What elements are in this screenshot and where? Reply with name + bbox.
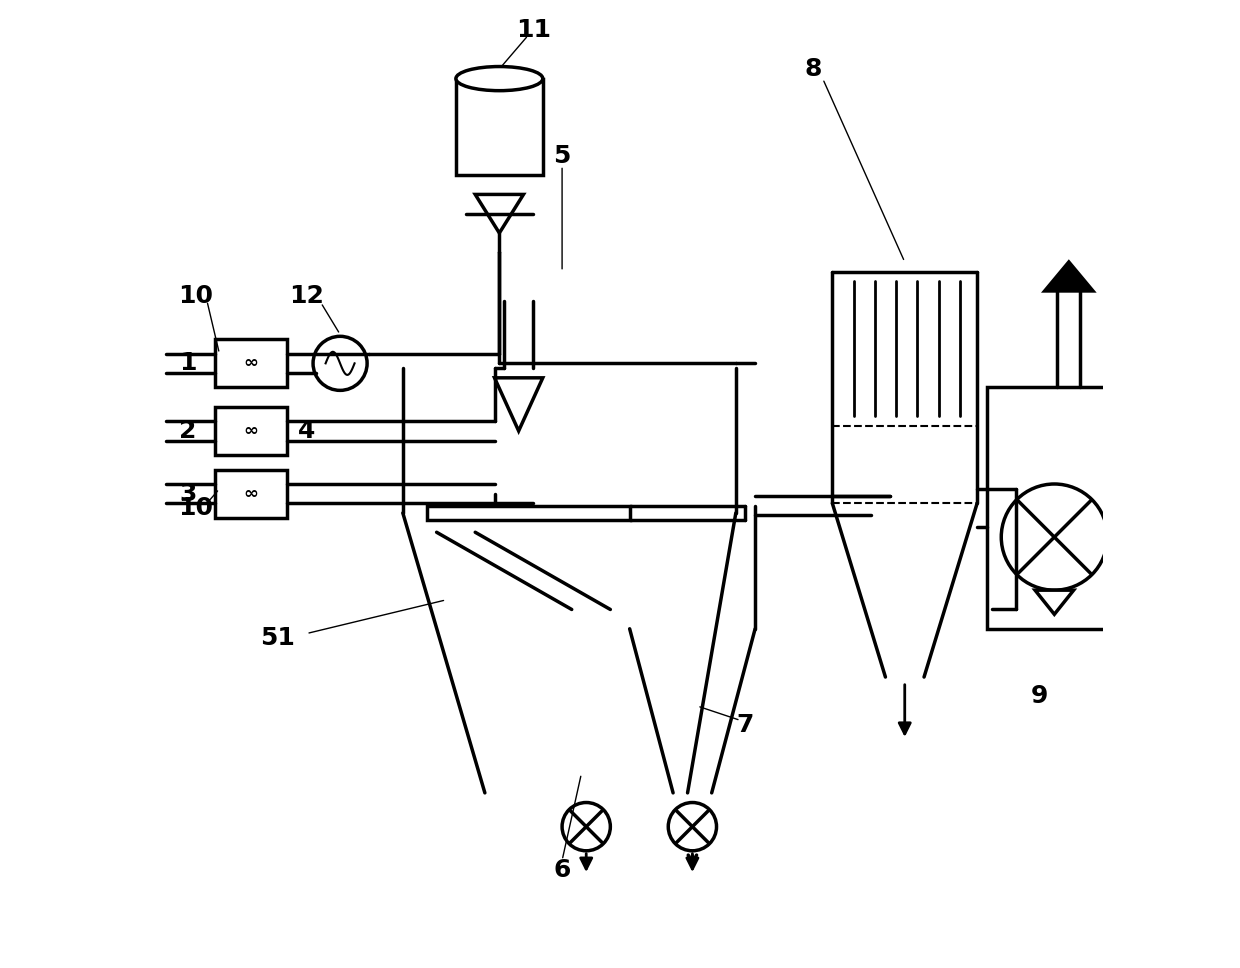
Polygon shape [495, 378, 543, 431]
Circle shape [668, 802, 717, 851]
Text: 1: 1 [179, 351, 196, 376]
Text: 51: 51 [260, 626, 295, 650]
Text: 6: 6 [553, 858, 570, 882]
Polygon shape [1044, 262, 1092, 291]
Text: 2: 2 [179, 419, 196, 443]
Text: ∞: ∞ [243, 354, 258, 373]
Circle shape [1001, 484, 1107, 590]
Text: 11: 11 [516, 18, 551, 43]
Text: 10: 10 [177, 284, 213, 308]
Text: ∞: ∞ [243, 422, 258, 439]
Text: 10: 10 [177, 497, 213, 520]
Text: 8: 8 [805, 57, 822, 81]
Circle shape [562, 802, 610, 851]
Text: 9: 9 [1032, 684, 1049, 709]
Bar [215, 469, 286, 518]
Polygon shape [1035, 590, 1074, 615]
Bar [427, 505, 630, 520]
Text: 12: 12 [289, 284, 324, 308]
Ellipse shape [456, 67, 543, 91]
Polygon shape [475, 195, 523, 233]
Bar [456, 78, 543, 175]
Text: 4: 4 [298, 419, 315, 443]
Text: 5: 5 [553, 144, 570, 167]
Bar [215, 339, 286, 387]
Bar [987, 387, 1122, 629]
Text: ∞: ∞ [243, 485, 258, 502]
Bar [215, 407, 286, 455]
Circle shape [312, 336, 367, 390]
Text: 3: 3 [179, 482, 196, 505]
Text: 7: 7 [737, 713, 754, 738]
